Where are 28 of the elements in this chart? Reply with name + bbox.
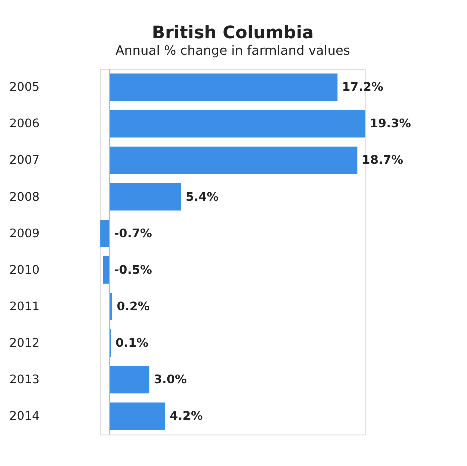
data-label: 0.2%	[117, 299, 150, 314]
bar	[110, 366, 150, 394]
chart-subtitle: Annual % change in farmland values	[116, 44, 351, 59]
y-tick-label: 2006	[10, 116, 40, 131]
y-tick-label: 2013	[10, 372, 40, 387]
y-tick-label: 2011	[10, 299, 40, 314]
data-label: 19.3%	[370, 116, 412, 131]
y-tick-label: 2008	[10, 190, 40, 204]
bar	[110, 183, 182, 211]
data-label: 5.4%	[186, 190, 219, 204]
bar	[110, 146, 358, 174]
data-label: -0.5%	[114, 262, 152, 277]
y-tick-label: 2012	[10, 336, 40, 350]
data-label: -0.7%	[114, 226, 152, 240]
bar	[110, 110, 366, 138]
data-label: 18.7%	[362, 153, 404, 168]
data-label: 3.0%	[154, 372, 188, 387]
data-label: 0.1%	[116, 336, 149, 350]
y-tick-label: 2010	[10, 262, 40, 277]
y-tick-label: 2007	[10, 153, 40, 168]
chart-title: British Columbia	[152, 23, 314, 44]
y-tick-label: 2009	[10, 226, 40, 240]
bar	[110, 402, 166, 430]
y-tick-label: 2014	[10, 409, 40, 424]
bar	[110, 74, 338, 102]
data-label: 17.2%	[342, 80, 384, 94]
data-label: 4.2%	[170, 409, 204, 424]
y-tick-label: 2005	[10, 80, 40, 94]
